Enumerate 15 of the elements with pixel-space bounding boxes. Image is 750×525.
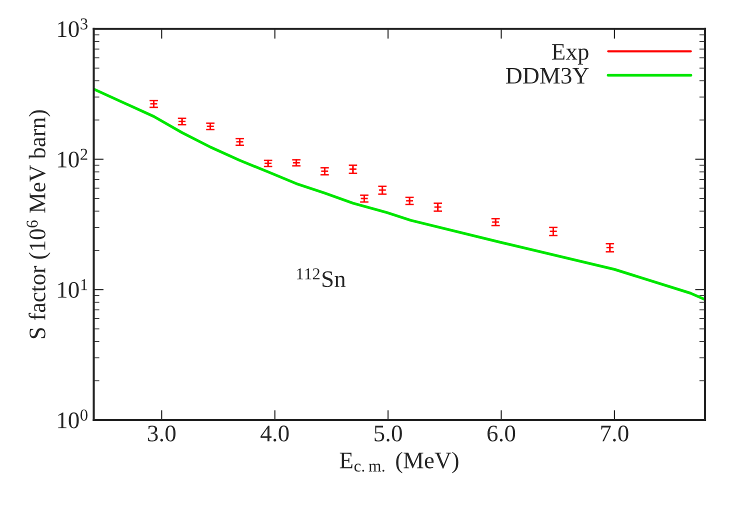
y-tick-label: 10$^{1}$: [58, 279, 88, 298]
y-axis-title: S factor (10$^{6}$ MeV barn): [26, 110, 50, 338]
x-tick-label: 7.0: [601, 426, 628, 442]
legend-label: DDM3Y: [506, 68, 589, 84]
legend-label: Exp: [552, 44, 588, 65]
annotation: $^{112}$Sn: [297, 268, 346, 288]
y-tick-label: 10$^{0}$: [58, 410, 88, 428]
y-tick-label: 10$^{2}$: [58, 148, 88, 168]
x-axis-title: E$_{c.m.}$ (MeV): [340, 452, 458, 474]
x-tick-label: 5.0: [374, 426, 402, 442]
x-tick-label: 4.0: [260, 426, 289, 442]
line-series: [94, 88, 705, 301]
y-tick-label: 10$^{3}$: [58, 18, 88, 38]
x-tick-label: 6.0: [488, 426, 516, 442]
x-tick-label: 3.0: [148, 426, 176, 442]
